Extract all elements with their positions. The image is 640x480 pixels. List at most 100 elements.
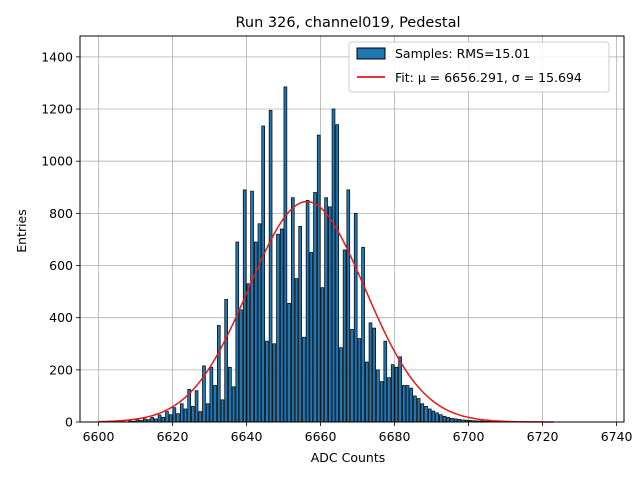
histogram-bar — [398, 356, 402, 423]
histogram-bar — [165, 411, 169, 423]
x-axis-label: ADC Counts — [311, 450, 386, 465]
histogram-bar — [191, 406, 195, 423]
y-tick-label: 0 — [65, 415, 73, 430]
legend-label-fit: Fit: μ = 6656.291, σ = 15.694 — [395, 70, 582, 85]
histogram-bar — [287, 302, 291, 423]
histogram-bar — [198, 411, 203, 423]
histogram-bar — [183, 408, 188, 423]
histogram-bar — [157, 414, 162, 423]
histogram-bar — [316, 134, 321, 423]
histogram-bar — [405, 385, 410, 423]
histogram-bar — [216, 325, 221, 423]
histogram-bar — [402, 385, 406, 423]
histogram-bar — [420, 403, 425, 423]
histogram-bars — [120, 86, 532, 423]
legend-label-samples: Samples: RMS=15.01 — [395, 46, 530, 61]
y-tick-label: 200 — [49, 362, 73, 377]
histogram-bar — [427, 408, 432, 423]
histogram-bar — [335, 124, 339, 423]
histogram-bar — [205, 403, 210, 423]
y-tick-label: 1400 — [41, 49, 73, 64]
histogram-bar — [246, 283, 251, 423]
histogram-bar — [168, 414, 173, 423]
histogram-bar — [446, 416, 451, 423]
histogram-bar — [220, 399, 225, 423]
histogram-bar — [150, 416, 154, 423]
legend: Samples: RMS=15.01 Fit: μ = 6656.291, σ … — [348, 41, 610, 93]
histogram-bar — [309, 252, 314, 423]
histogram-bar — [257, 223, 262, 423]
histogram-bar — [279, 228, 284, 423]
chart-title: Run 326, channel019, Pedestal — [235, 15, 460, 31]
histogram-bar — [353, 213, 358, 423]
histogram-bar — [176, 413, 180, 423]
histogram-bar — [290, 197, 295, 423]
histogram-bar — [368, 322, 373, 423]
histogram-bar — [350, 329, 354, 423]
histogram-bar — [179, 403, 184, 423]
histogram-bar — [235, 241, 240, 423]
histogram-bar — [379, 381, 384, 423]
histogram-bar — [331, 108, 336, 423]
histogram-bar — [320, 287, 325, 423]
x-tick-label: 6660 — [305, 429, 337, 444]
histogram-bar — [431, 410, 436, 423]
histogram-bar — [209, 366, 214, 423]
y-tick-label: 1000 — [41, 154, 73, 169]
x-tick-label: 6600 — [83, 429, 115, 444]
fit-curve — [98, 200, 554, 423]
histogram-bar — [272, 343, 277, 423]
y-tick-label: 800 — [49, 206, 73, 221]
histogram-bar — [324, 197, 328, 423]
histogram-bar — [161, 416, 166, 423]
histogram-bar — [376, 369, 380, 423]
legend-box — [348, 41, 610, 93]
y-tick-label: 600 — [49, 258, 73, 273]
histogram-bar — [450, 417, 454, 423]
histogram-bar — [439, 414, 443, 423]
y-tick-label: 400 — [49, 310, 73, 325]
histogram-bar — [387, 377, 391, 423]
histogram-bar — [365, 361, 369, 423]
y-axis-label: Entries — [14, 209, 29, 253]
histogram-bar — [302, 336, 306, 423]
histogram-bar — [239, 309, 243, 423]
histogram-bar — [339, 347, 343, 423]
histogram-bar — [268, 109, 273, 423]
histogram-bar — [328, 206, 332, 423]
histogram-bar — [313, 192, 317, 423]
histogram-bar — [413, 395, 417, 423]
histogram-bar — [390, 364, 395, 423]
histogram-bar — [242, 189, 247, 423]
histogram-bar — [357, 338, 362, 423]
x-tick-label: 6720 — [527, 429, 559, 444]
histogram-bar — [435, 412, 439, 423]
histogram-bar — [283, 86, 288, 423]
histogram-bar — [442, 415, 447, 423]
x-tick-label: 6640 — [231, 429, 263, 444]
histogram-bar — [224, 299, 228, 423]
x-tick-label: 6740 — [601, 429, 633, 444]
histogram-bar — [342, 249, 347, 423]
y-tick-label: 1200 — [41, 102, 73, 117]
histogram-bar — [172, 407, 177, 423]
histogram-bar — [372, 327, 376, 423]
grid-lines — [80, 36, 624, 423]
histogram-bar — [294, 278, 299, 423]
x-tick-label: 6700 — [453, 429, 485, 444]
histogram-bar — [409, 387, 414, 423]
histogram-bar — [228, 366, 232, 423]
histogram-bar — [416, 398, 421, 423]
x-tick-label: 6620 — [157, 429, 189, 444]
histogram-bar — [394, 366, 399, 423]
x-axis-ticks: 6600 6620 6640 6660 6680 6700 6720 6740 — [83, 422, 633, 444]
histogram-bar — [194, 390, 199, 423]
legend-swatch-samples — [356, 47, 386, 60]
histogram-bar — [298, 226, 302, 423]
histogram-bar — [231, 386, 236, 423]
histogram-bar — [276, 233, 280, 423]
histogram-bar — [346, 189, 351, 423]
histogram-bar — [213, 385, 217, 423]
histogram-bar — [361, 246, 365, 423]
